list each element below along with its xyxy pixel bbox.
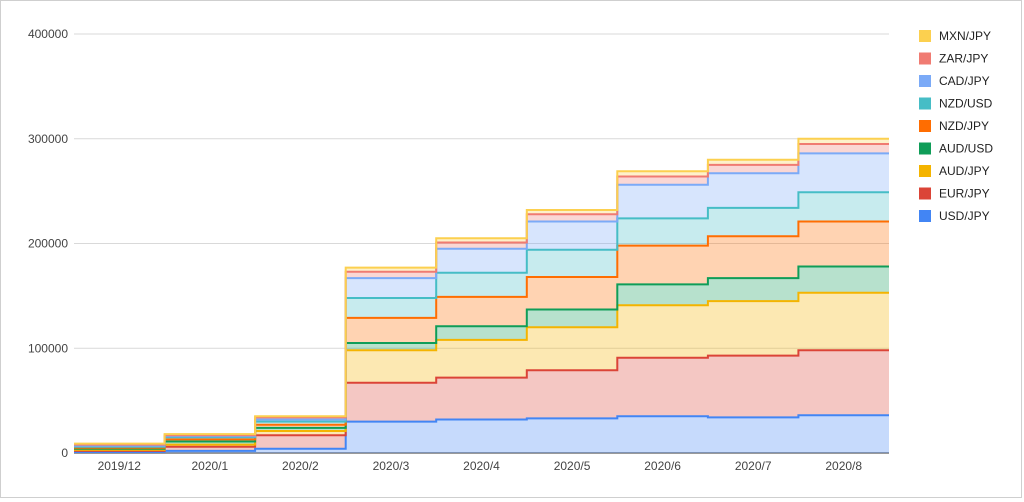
- series-area-aud-jpy: [74, 292, 889, 451]
- series-area-cad-jpy: [74, 153, 889, 447]
- series-line-eur-jpy: [74, 349, 889, 452]
- series-area-eur-jpy: [74, 350, 889, 452]
- series-line-nzd-jpy: [74, 220, 889, 449]
- y-tick-label: 200000: [28, 237, 68, 251]
- legend-label: USD/JPY: [939, 209, 990, 223]
- y-tick-label: 100000: [28, 341, 68, 355]
- y-tick-label: 300000: [28, 132, 68, 146]
- legend: MXN/JPY ZAR/JPY CAD/JPY NZD/USD NZD/JPY AUD/U…: [919, 29, 993, 223]
- y-tick-label: 400000: [28, 27, 68, 41]
- x-tick-label: 2020/1: [191, 459, 228, 473]
- legend-label: NZD/JPY: [939, 119, 989, 133]
- legend-label: MXN/JPY: [939, 29, 991, 43]
- legend-label: AUD/JPY: [939, 164, 990, 178]
- legend-swatch: [919, 97, 931, 110]
- legend-label: NZD/USD: [939, 97, 993, 111]
- x-tick-label: 2020/2: [282, 459, 319, 473]
- legend-swatch: [919, 52, 931, 65]
- series-area-aud-usd: [74, 266, 889, 450]
- x-tick-label: 2020/5: [554, 459, 591, 473]
- y-tick-label: 0: [61, 446, 68, 460]
- series-line-zar-jpy: [74, 143, 889, 446]
- x-tick-label: 2019/12: [98, 459, 142, 473]
- y-axis: 0 100000 200000 300000 400000: [28, 27, 68, 460]
- series-line-aud-jpy: [74, 291, 889, 451]
- x-tick-label: 2020/8: [825, 459, 862, 473]
- series-areas: [74, 138, 889, 453]
- series-line-nzd-usd: [74, 191, 889, 448]
- legend-swatch: [919, 210, 931, 222]
- series-area-nzd-usd: [74, 192, 889, 448]
- legend-swatch: [919, 165, 931, 177]
- series-line-mxn-jpy: [74, 137, 889, 445]
- legend-label: ZAR/JPY: [939, 52, 988, 66]
- series-lines: [74, 137, 889, 453]
- series-area-nzd-jpy: [74, 221, 889, 449]
- legend-label: AUD/USD: [939, 142, 993, 156]
- legend-label: CAD/JPY: [939, 74, 990, 88]
- legend-label: EUR/JPY: [939, 187, 990, 201]
- x-tick-label: 2020/7: [735, 459, 772, 473]
- x-axis: 2019/12 2020/1 2020/2 2020/3 2020/4 2020/5 202…: [98, 459, 863, 473]
- x-tick-label: 2020/6: [644, 459, 681, 473]
- x-tick-label: 2020/4: [463, 459, 500, 473]
- series-area-usd-jpy: [74, 415, 889, 453]
- legend-swatch: [919, 187, 931, 200]
- legend-swatch: [919, 142, 931, 155]
- legend-swatch: [919, 75, 931, 87]
- series-line-usd-jpy: [74, 414, 889, 453]
- x-tick-label: 2020/3: [373, 459, 410, 473]
- legend-swatch: [919, 30, 931, 42]
- series-line-aud-usd: [74, 265, 889, 450]
- legend-swatch: [919, 120, 931, 132]
